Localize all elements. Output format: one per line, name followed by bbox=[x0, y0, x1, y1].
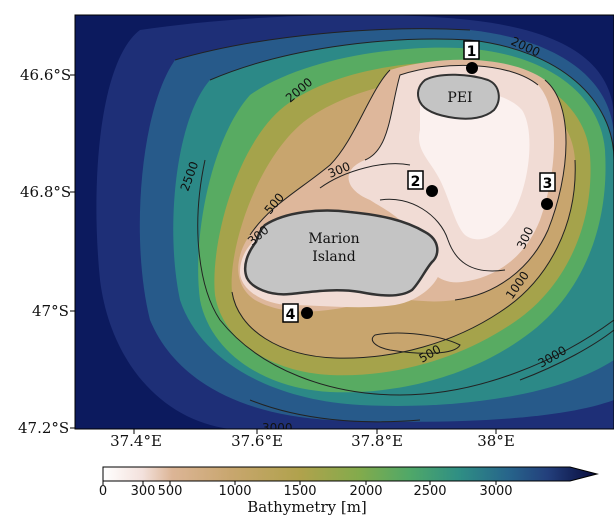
colorbar-tick: 500 bbox=[157, 484, 183, 499]
lat-label: 47.2°S bbox=[18, 419, 70, 437]
lon-label: 37.8°E bbox=[351, 432, 403, 450]
colorbar-tick: 2000 bbox=[349, 484, 383, 499]
lon-label: 38°E bbox=[477, 432, 515, 450]
contour-lines bbox=[174, 28, 614, 423]
shallow-zone bbox=[419, 90, 530, 240]
station-label: 3 bbox=[543, 176, 553, 192]
pei-label: PEI bbox=[447, 90, 472, 106]
colorbar-tick: 2500 bbox=[413, 484, 447, 499]
colorbar-tick: 1000 bbox=[218, 484, 252, 499]
colorbar bbox=[102, 466, 599, 485]
contour-label: 3000 bbox=[262, 421, 293, 435]
station-3[interactable]: 3 bbox=[539, 172, 556, 210]
bathymetry-field: 2000 2000 2500 300 500 300 300 1000 500 … bbox=[75, 15, 614, 435]
colorbar-title: Bathymetry [m] bbox=[247, 498, 367, 516]
colorbar-tick: 300 bbox=[130, 484, 156, 499]
lon-label: 37.4°E bbox=[110, 432, 162, 450]
colorbar-tick: 1500 bbox=[283, 484, 317, 499]
marion-island-shape bbox=[243, 209, 439, 297]
station-label: 2 bbox=[411, 174, 421, 190]
map-frame bbox=[74, 14, 614, 430]
colorbar-tick: 0 bbox=[98, 484, 108, 499]
colorbar-tick: 3000 bbox=[479, 484, 513, 499]
station-2[interactable]: 2 bbox=[407, 170, 438, 197]
lon-label: 37.6°E bbox=[231, 432, 283, 450]
marion-label-line2: Island bbox=[312, 249, 356, 265]
axis-ticks bbox=[70, 74, 497, 434]
lat-label: 46.6°S bbox=[20, 66, 72, 84]
station-1[interactable]: 1 bbox=[463, 40, 480, 74]
station-4[interactable]: 4 bbox=[282, 303, 313, 323]
station-label: 4 bbox=[286, 307, 296, 323]
lat-label: 47°S bbox=[32, 302, 69, 320]
lat-label: 46.8°S bbox=[20, 183, 72, 201]
station-label: 1 bbox=[467, 44, 477, 60]
marion-label-line1: Marion bbox=[308, 231, 359, 247]
pei-shape bbox=[416, 73, 500, 120]
